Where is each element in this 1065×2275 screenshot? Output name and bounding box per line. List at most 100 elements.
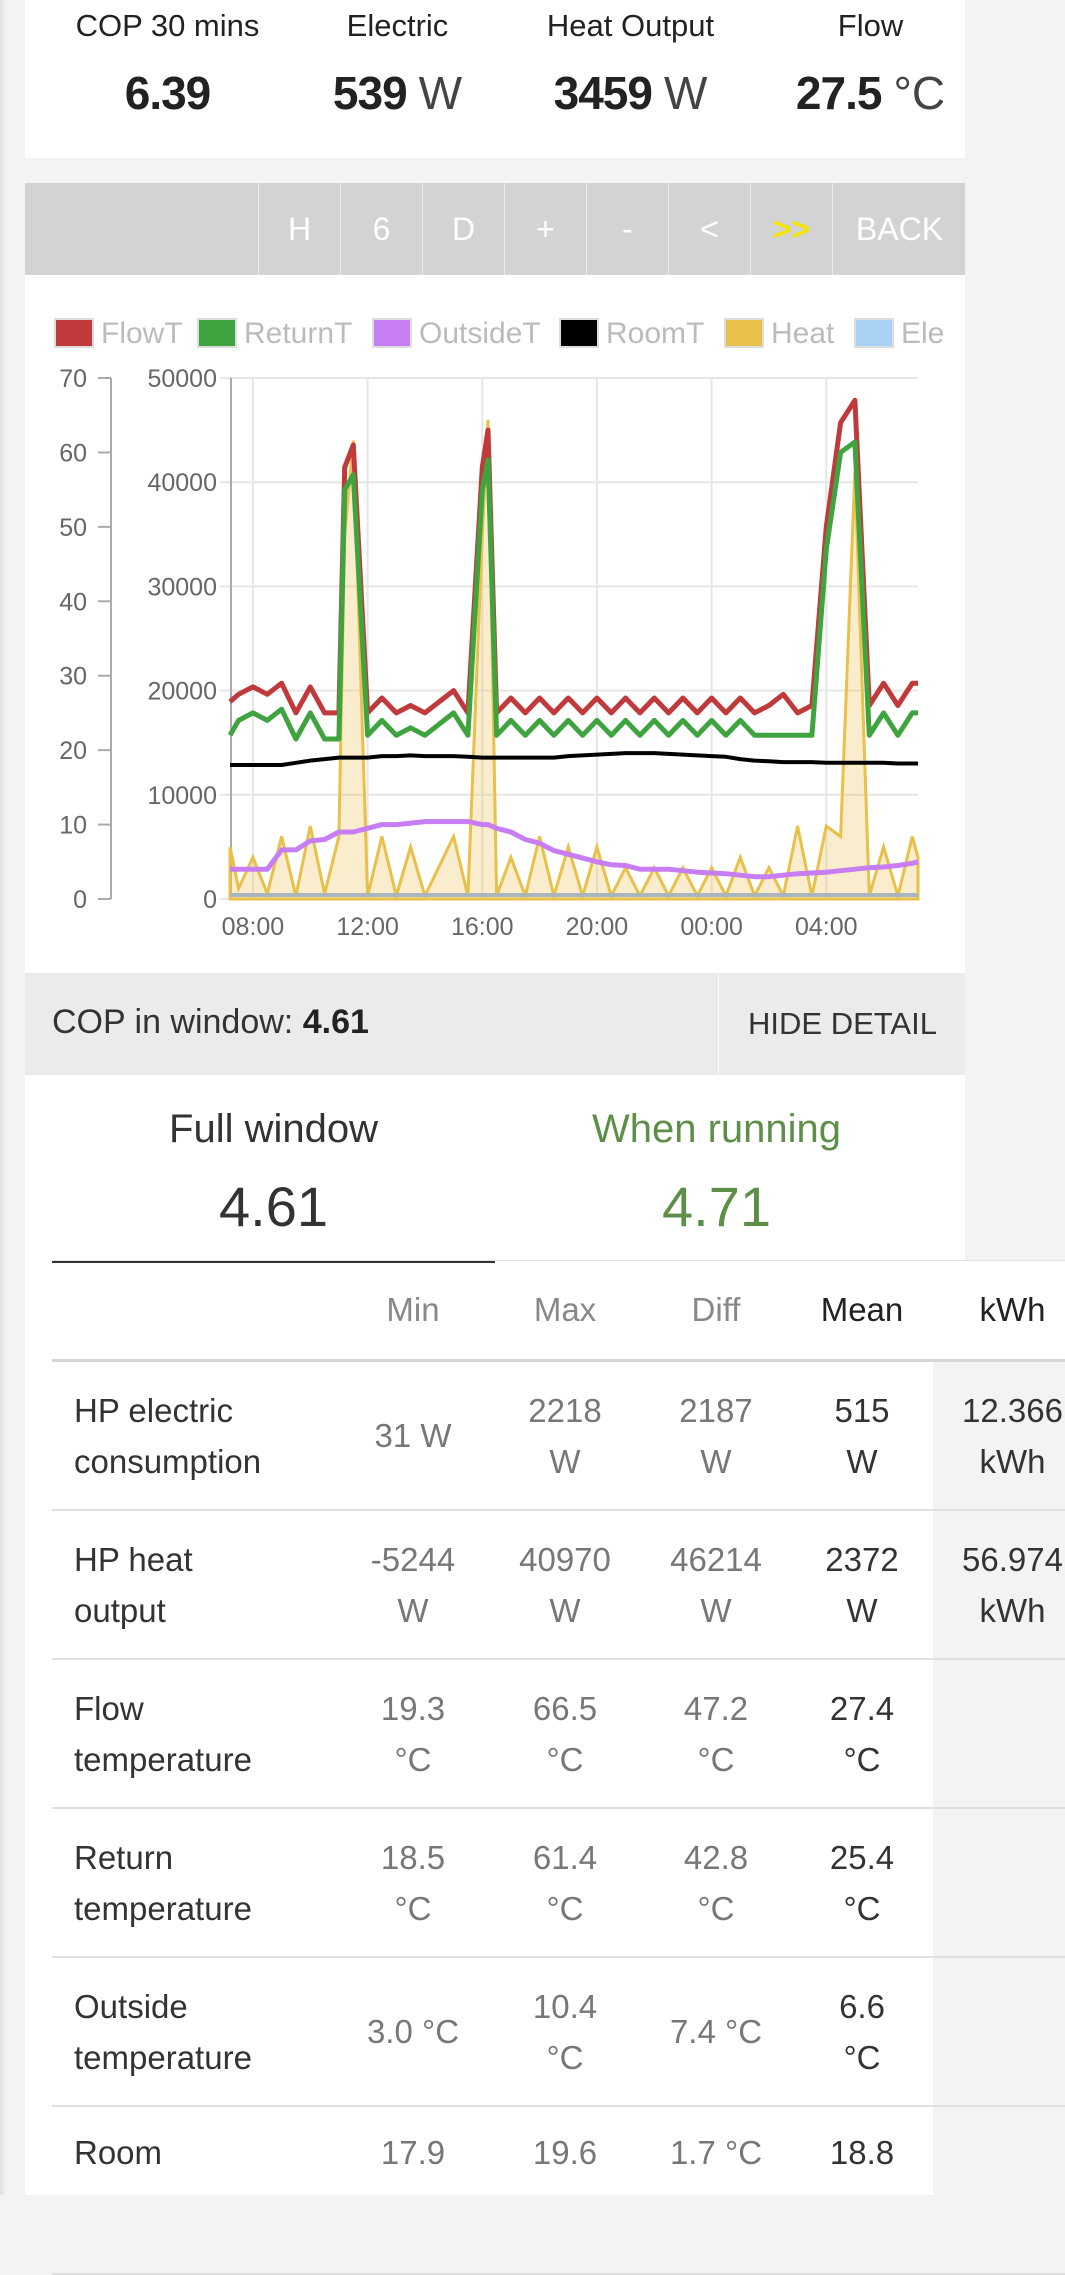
cell-mean-text: 27.4 °C (829, 1689, 895, 1778)
legend-swatch (54, 318, 94, 348)
live-stats-panel: COP 30 mins 6.39 Electric 539 W Heat Outp… (25, 0, 965, 158)
nav-6hour-button[interactable]: 6 (340, 183, 422, 275)
detail-panel: Full window 4.61 When running 4.71 Min M… (25, 1075, 1065, 2275)
nav-next-button[interactable]: >> (750, 183, 832, 275)
row-label: HP heat output (52, 1510, 337, 1660)
hide-detail-button[interactable]: HIDE DETAIL (718, 973, 966, 1075)
tab-when-running[interactable]: When running 4.71 (495, 1075, 938, 1260)
y-left-tick-label: 70 (59, 365, 87, 393)
stat-unit: °C (893, 67, 946, 119)
table-header-row: Min Max Diff Mean kWh (52, 1260, 1065, 1362)
cell-diff: 2187 W (641, 1360, 791, 1511)
cell-min: -5244 W (337, 1510, 489, 1660)
stat-cop: COP 30 mins 6.39 (50, 0, 285, 120)
tab-full-window[interactable]: Full window 4.61 (52, 1075, 495, 1263)
cell-max: 61.4 °C (489, 1808, 641, 1958)
tab-label: When running (591, 1107, 842, 1151)
x-tick-label: 00:00 (680, 913, 743, 941)
cell-diff-text: 2187 W (679, 1391, 753, 1480)
cell-kwh (933, 1659, 1065, 1809)
cell-max-text: 61.4 °C (532, 1838, 598, 1927)
row-label-text: HP heat output (74, 1540, 193, 1629)
y-left-tick-label: 20 (59, 737, 87, 765)
x-tick-label: 20:00 (566, 913, 629, 941)
cell-kwh (933, 2106, 1065, 2275)
chart-panel: FlowT ReturnT OutsideT RoomT Heat Ele 08:00 12:… (25, 275, 965, 973)
cell-min-text: 31 W (374, 1417, 452, 1454)
table-row: Outside temperature 3.0 °C 10.4 °C 7.4 °C 6.… (52, 1957, 1065, 2107)
cell-kwh-text: 12.366 kWh (962, 1391, 1063, 1480)
stat-value: 27.5 (795, 67, 883, 119)
nav-prev-button[interactable]: < (668, 183, 750, 275)
legend-label: RoomT (606, 317, 704, 350)
cell-min-text: -5244 W (370, 1540, 456, 1629)
stat-unit: W (663, 67, 708, 119)
y-right-tick-label: 30000 (147, 573, 217, 601)
cell-kwh (933, 1957, 1065, 2107)
stat-electric: Electric 539 W (280, 0, 515, 120)
row-label-text: Outside temperature (74, 1987, 252, 2076)
header-min: Min (337, 1260, 489, 1362)
cell-max: 66.5 °C (489, 1659, 641, 1809)
cell-min: 18.5 °C (337, 1808, 489, 1958)
cell-diff-text: 46214 W (670, 1540, 762, 1629)
y-left-tick-label: 10 (59, 812, 87, 840)
time-navigation-bar: H 6 D + - < >> BACK (25, 183, 965, 275)
table-row: Room 17.9 19.6 1.7 °C 18.8 (52, 2106, 1065, 2275)
stat-title: Flow (837, 8, 904, 43)
cell-min: 17.9 (337, 2106, 489, 2275)
cell-mean: 18.8 (791, 2106, 933, 2275)
cell-max: 10.4 °C (489, 1957, 641, 2107)
cop-window-bar: COP in window: 4.61 HIDE DETAIL (25, 973, 965, 1075)
header-name (52, 1260, 337, 1362)
y-left-tick-label: 60 (59, 439, 87, 467)
history-chart[interactable]: FlowT ReturnT OutsideT RoomT Heat Ele 08:00 12:… (25, 275, 965, 973)
cell-max-text: 10.4 °C (532, 1987, 598, 2076)
row-label-text: HP electric consumption (74, 1391, 262, 1480)
stat-title: Electric (346, 8, 449, 43)
cell-diff-text: 7.4 °C (669, 2013, 763, 2050)
cell-min: 3.0 °C (337, 1957, 489, 2107)
legend-swatch (559, 318, 599, 348)
legend-label: OutsideT (419, 317, 541, 350)
cell-diff: 47.2 °C (641, 1659, 791, 1809)
nav-zoom-in-button[interactable]: + (504, 183, 586, 275)
nav-day-button[interactable]: D (422, 183, 504, 275)
cell-mean-text: 18.8 (829, 2134, 895, 2171)
y-right-tick-label: 40000 (147, 469, 217, 497)
row-label: Room (52, 2106, 337, 2275)
cell-mean-text: 515 W (834, 1391, 890, 1480)
stat-value: 539 (332, 67, 408, 119)
x-tick-label: 04:00 (795, 913, 858, 941)
legend-swatch (372, 318, 412, 348)
cop-window-label: COP in window: (52, 1003, 294, 1041)
tab-value: 4.71 (662, 1175, 771, 1238)
cell-diff-text: 42.8 °C (683, 1838, 749, 1927)
cell-diff-text: 47.2 °C (683, 1689, 749, 1778)
stats-table: Min Max Diff Mean kWh HP electric consum… (52, 1260, 1065, 2275)
cell-mean: 6.6 °C (791, 1957, 933, 2107)
legend-label: FlowT (101, 317, 183, 350)
page-edge-shadow (0, 0, 6, 2195)
series-heat-area (228, 419, 920, 902)
cell-max-text: 66.5 °C (532, 1689, 598, 1778)
series-returnt-line (227, 439, 918, 742)
tab-label: Full window (169, 1107, 378, 1151)
series-outsidet-line (230, 819, 919, 880)
cell-diff: 1.7 °C (641, 2106, 791, 2275)
nav-zoom-out-button[interactable]: - (586, 183, 668, 275)
y-right-tick-label: 10000 (147, 782, 217, 810)
nav-back-button[interactable]: BACK (832, 183, 966, 275)
cell-mean: 25.4 °C (791, 1808, 933, 1958)
cell-min: 19.3 °C (337, 1659, 489, 1809)
cell-kwh (933, 1808, 1065, 1958)
stat-unit: W (418, 67, 463, 119)
cell-mean: 27.4 °C (791, 1659, 933, 1809)
y-left-tick-label: 40 (59, 588, 87, 616)
nav-hour-button[interactable]: H (258, 183, 340, 275)
x-tick-label: 12:00 (336, 913, 399, 941)
series-roomt-line (230, 751, 918, 767)
cell-min-text: 19.3 °C (380, 1689, 446, 1778)
y-left-tick-label: 30 (59, 663, 87, 691)
cell-max-text: 19.6 (532, 2134, 598, 2171)
